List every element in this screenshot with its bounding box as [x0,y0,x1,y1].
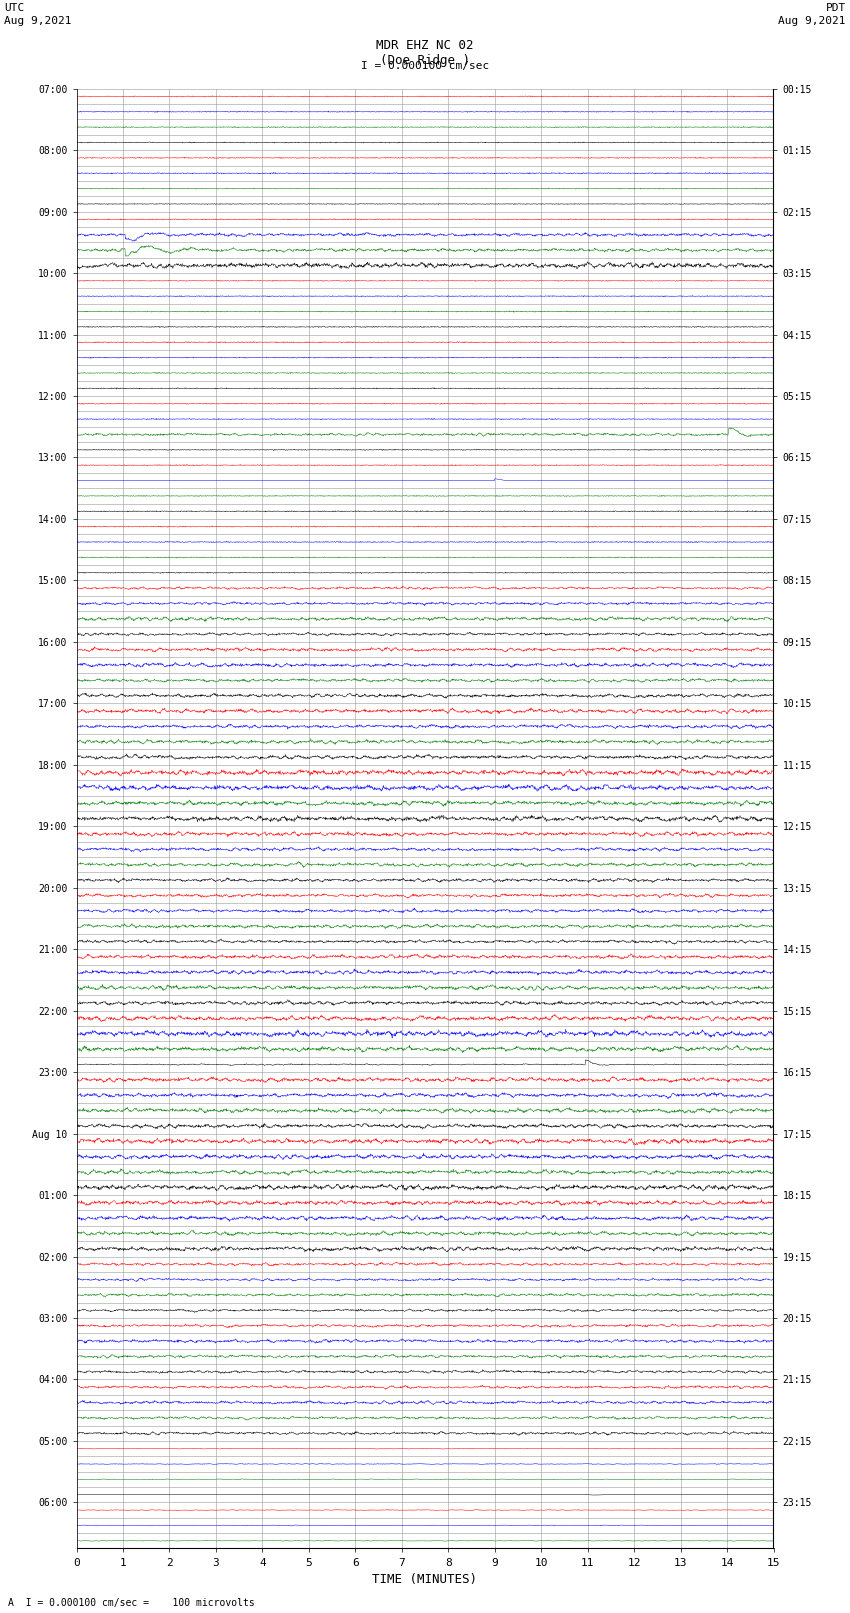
Text: Aug 9,2021: Aug 9,2021 [4,16,71,26]
Title: MDR EHZ NC 02
(Doe Ridge ): MDR EHZ NC 02 (Doe Ridge ) [377,39,473,66]
Text: PDT: PDT [825,3,846,13]
Text: I = 0.000100 cm/sec: I = 0.000100 cm/sec [361,61,489,71]
X-axis label: TIME (MINUTES): TIME (MINUTES) [372,1573,478,1586]
Text: UTC: UTC [4,3,25,13]
Text: Aug 9,2021: Aug 9,2021 [779,16,846,26]
Text: A  I = 0.000100 cm/sec =    100 microvolts: A I = 0.000100 cm/sec = 100 microvolts [8,1598,255,1608]
